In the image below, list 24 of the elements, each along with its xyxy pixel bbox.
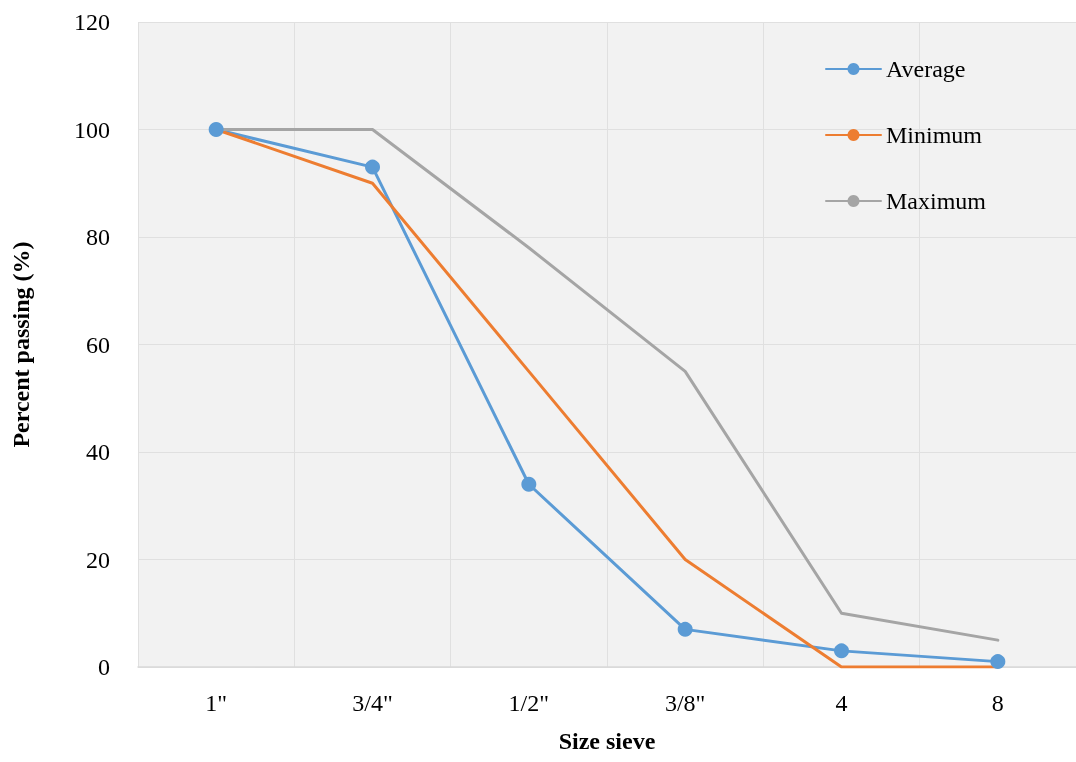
legend-label: Average xyxy=(886,56,966,82)
legend-label: Maximum xyxy=(886,188,987,214)
x-tick-label: 3/8" xyxy=(664,690,706,716)
y-tick-label: 100 xyxy=(74,116,110,143)
y-axis-title: Percent passing (%) xyxy=(8,241,34,448)
x-tick-label: 8 xyxy=(991,690,1004,716)
y-tick-label: 120 xyxy=(74,9,110,35)
x-tick-label: 4 xyxy=(835,690,848,716)
x-tick-label: 1" xyxy=(205,690,228,716)
point xyxy=(365,159,380,175)
point xyxy=(677,621,693,637)
point xyxy=(521,476,537,492)
y-tick-label: 0 xyxy=(98,654,110,680)
x-axis-title: Size sieve xyxy=(558,728,656,754)
point xyxy=(990,654,1006,670)
legend-label: Minimum xyxy=(886,122,983,148)
x-tick-label: 1/2" xyxy=(508,690,550,716)
y-tick-label: 40 xyxy=(86,439,110,465)
y-tick-label: 20 xyxy=(86,546,110,573)
y-tick-label: 80 xyxy=(86,224,110,250)
point xyxy=(208,122,224,137)
point xyxy=(834,643,849,659)
x-tick-label: 3/4" xyxy=(352,690,393,716)
y-tick-label: 60 xyxy=(86,331,110,358)
